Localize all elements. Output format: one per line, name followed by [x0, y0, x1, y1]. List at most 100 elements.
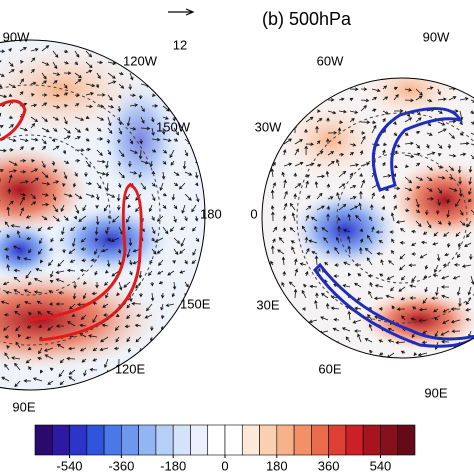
wind-vector — [58, 291, 65, 295]
wind-vector — [52, 61, 58, 70]
wind-vector — [283, 179, 287, 189]
wind-vector — [282, 227, 287, 233]
wind-vector — [0, 94, 8, 99]
wind-vector — [359, 247, 363, 255]
wind-vector — [393, 121, 397, 126]
wind-vector — [37, 311, 43, 316]
wind-vector — [125, 193, 131, 200]
wind-vector — [55, 278, 65, 283]
wind-vector — [92, 314, 98, 324]
wind-vector — [95, 83, 100, 89]
wind-vector — [19, 78, 24, 85]
wind-vector — [138, 171, 142, 179]
wind-vector — [425, 209, 429, 216]
wind-vector — [3, 325, 10, 331]
wind-vector — [74, 204, 80, 214]
wind-vector — [85, 61, 93, 69]
wind-vector — [85, 138, 90, 142]
wind-vector — [364, 247, 373, 255]
wind-vector — [457, 242, 462, 248]
wind-vector — [14, 362, 21, 371]
wind-vector — [437, 165, 443, 169]
wind-vector — [85, 92, 95, 96]
wind-vector — [0, 49, 6, 54]
wind-vector — [63, 160, 70, 164]
wind-vector — [96, 171, 106, 176]
wind-vector — [415, 176, 424, 181]
wind-vector — [107, 237, 111, 242]
wind-vector — [36, 300, 43, 305]
wind-vector — [342, 284, 351, 288]
wind-vector — [367, 234, 373, 244]
wind-vector — [94, 226, 99, 236]
wind-vector — [184, 281, 189, 288]
wind-vector — [103, 204, 109, 212]
wind-vector — [52, 105, 61, 109]
wind-vector — [6, 206, 11, 217]
wind-vector — [82, 226, 87, 231]
wind-vector — [455, 231, 461, 237]
wind-vector — [25, 358, 32, 364]
wind-vector — [330, 306, 340, 311]
wind-vector — [368, 290, 373, 299]
wind-vector — [52, 72, 61, 76]
lon-label: 90W — [423, 29, 450, 44]
wind-vector — [349, 172, 354, 178]
wind-vector — [106, 138, 111, 144]
wind-vector — [453, 263, 461, 267]
wind-vector — [411, 275, 417, 283]
wind-vector — [101, 323, 109, 328]
wind-vector — [382, 149, 386, 156]
colorbar-box — [224, 424, 243, 456]
wind-vector — [426, 143, 430, 149]
wind-vector — [393, 164, 398, 169]
wind-vector — [139, 94, 143, 100]
wind-vector — [291, 212, 296, 222]
wind-vector — [461, 264, 472, 268]
wind-vector — [144, 314, 153, 319]
wind-vector — [316, 205, 325, 211]
wind-vector — [79, 323, 87, 328]
wind-vector — [135, 336, 142, 343]
wind-vector — [289, 227, 296, 233]
wind-vector — [3, 313, 10, 317]
wind-vector — [465, 308, 472, 312]
wind-vector — [326, 205, 330, 211]
wind-vector — [415, 198, 420, 208]
wind-vector — [117, 204, 121, 211]
wind-vector — [173, 127, 179, 136]
wind-vector — [85, 193, 95, 198]
wind-vector — [49, 367, 54, 371]
wind-vector — [180, 237, 186, 247]
wind-vector — [151, 149, 157, 153]
wind-vector — [404, 164, 410, 168]
wind-vector — [68, 369, 76, 375]
wind-vector — [129, 72, 134, 81]
wind-vector — [446, 198, 451, 204]
wind-vector — [8, 138, 17, 142]
wind-vector — [415, 162, 421, 167]
wind-vector — [52, 127, 58, 132]
wind-vector — [63, 104, 69, 108]
wind-vector — [325, 302, 330, 310]
wind-vector — [435, 286, 439, 296]
wind-vector — [184, 171, 193, 176]
wind-vector — [157, 270, 164, 275]
wind-vector — [62, 149, 67, 155]
wind-vector — [334, 246, 340, 255]
wind-vector — [468, 165, 473, 173]
wind-vector — [192, 226, 197, 232]
wind-vector — [63, 92, 69, 96]
wind-vector — [30, 168, 39, 173]
wind-vector — [151, 104, 159, 108]
wind-vector — [96, 137, 104, 141]
wind-vector — [447, 143, 452, 150]
wind-vector — [469, 253, 473, 260]
colorbar-box — [311, 424, 329, 456]
wind-vector — [382, 85, 388, 90]
lon-label: 120W — [123, 53, 158, 68]
wind-vector — [294, 183, 302, 189]
colorbar-label: 540 — [370, 458, 392, 473]
wind-vector — [129, 270, 133, 276]
wind-vector — [140, 126, 151, 131]
